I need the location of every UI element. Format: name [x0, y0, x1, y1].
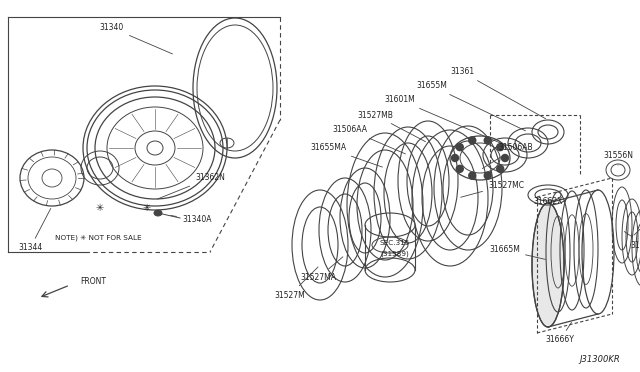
Circle shape: [484, 172, 492, 179]
Text: 31527MB: 31527MB: [357, 110, 426, 142]
Text: FRONT: FRONT: [80, 278, 106, 286]
Text: 31556N: 31556N: [603, 151, 633, 165]
Circle shape: [502, 154, 509, 161]
Text: 31506AA: 31506AA: [333, 125, 406, 154]
Text: NOTE) ✳ NOT FOR SALE: NOTE) ✳ NOT FOR SALE: [55, 235, 141, 241]
Text: 31361: 31361: [450, 67, 545, 119]
Circle shape: [456, 144, 463, 151]
Text: 31601M: 31601M: [385, 96, 502, 144]
Text: 31506A: 31506A: [634, 211, 640, 235]
Circle shape: [497, 144, 504, 151]
Ellipse shape: [532, 203, 564, 327]
Text: 31527MC: 31527MC: [461, 180, 524, 197]
Circle shape: [451, 154, 458, 161]
Circle shape: [484, 137, 492, 144]
Text: 31527M: 31527M: [275, 267, 318, 299]
Text: 31667Y: 31667Y: [624, 231, 640, 250]
Text: 31655M: 31655M: [417, 81, 525, 131]
Text: (31589): (31589): [381, 251, 410, 257]
Text: ✳: ✳: [143, 203, 151, 213]
Circle shape: [468, 172, 476, 179]
Circle shape: [497, 166, 504, 172]
Circle shape: [456, 166, 463, 172]
Text: 31340A: 31340A: [171, 215, 211, 224]
Text: 31665M: 31665M: [489, 246, 545, 259]
Text: ✳: ✳: [96, 203, 104, 213]
Text: 31662X: 31662X: [533, 198, 563, 206]
Text: J31300KR: J31300KR: [579, 356, 620, 365]
Text: 31344: 31344: [18, 208, 51, 253]
Text: 31362N: 31362N: [157, 173, 225, 199]
Text: 31655MA: 31655MA: [310, 144, 382, 167]
Text: 31527MA: 31527MA: [300, 257, 343, 282]
Text: 31506AB: 31506AB: [483, 144, 532, 169]
Text: SEC.315: SEC.315: [380, 240, 410, 246]
Circle shape: [468, 137, 476, 144]
Ellipse shape: [154, 210, 162, 216]
Text: 31666Y: 31666Y: [545, 322, 575, 344]
Text: 31340: 31340: [100, 23, 172, 54]
